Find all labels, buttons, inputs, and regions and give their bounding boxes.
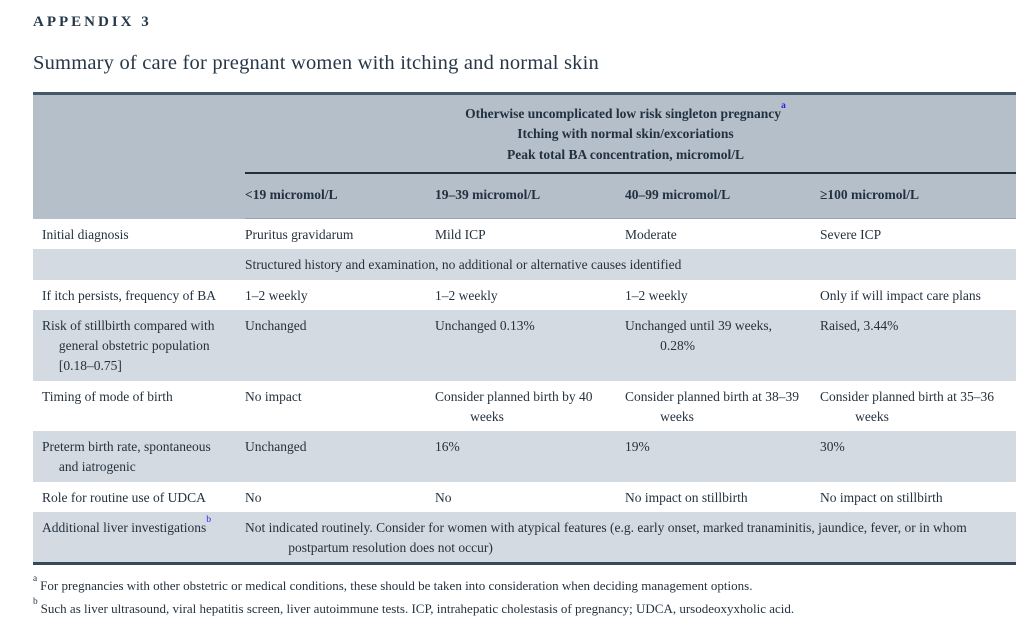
table-cell: Unchanged 0.13% — [435, 317, 535, 333]
table-cell: No impact on stillbirth — [820, 489, 943, 505]
table-row-itch-persists: If itch persists, frequency of BA 1–2 we… — [33, 279, 1016, 310]
table-cell: No — [435, 489, 452, 505]
table-row-stillbirth-risk: Risk of stillbirth compared with general… — [33, 309, 1016, 381]
spanning-header-line3: Peak total BA concentration, micromol/L — [506, 146, 745, 162]
table-header: Otherwise uncomplicated low risk singlet… — [33, 93, 1016, 219]
summary-of-care-table: Otherwise uncomplicated low risk singlet… — [33, 92, 1016, 566]
table-cell: Pruritus gravidarum — [245, 227, 354, 242]
table-span-cell: Not indicated routinely. Consider for wo… — [245, 519, 967, 555]
row-label: Preterm birth rate, spontaneous and iatr… — [42, 439, 211, 475]
footnote-b: b Such as liver ultrasound, viral hepatit… — [33, 597, 1016, 620]
table-cell: No impact on stillbirth — [625, 489, 748, 505]
table-cell: Only if will impact care plans — [820, 287, 981, 303]
row-label: Additional liver investigationsb — [33, 512, 245, 564]
footnotes: a For pregnancies with other obstetric or… — [33, 574, 1016, 620]
column-header-row: <19 micromol/L 19–39 micromol/L 40–99 mi… — [33, 172, 1016, 219]
row-label — [33, 249, 245, 279]
table-cell: 19% — [625, 439, 650, 454]
header-stub-cell — [33, 93, 245, 219]
table-cell: Mild ICP — [435, 227, 486, 242]
spanning-header-line1: Otherwise uncomplicated low risk singlet… — [245, 101, 1006, 124]
row-label: Timing of mode of birth — [42, 388, 173, 404]
table-row-udca-role: Role for routine use of UDCA No No No im… — [33, 481, 1016, 512]
footnote-a-link[interactable]: a — [781, 100, 786, 112]
footnote-b-text: Such as liver ultrasound, viral hepatiti… — [40, 601, 795, 617]
table-cell: Moderate — [625, 227, 677, 242]
spanning-header-row: Otherwise uncomplicated low risk singlet… — [33, 93, 1016, 219]
row-label-text: Additional liver investigations — [42, 519, 207, 535]
footnote-a-text: For pregnancies with other obstetric or … — [40, 578, 753, 594]
footnote-b-link[interactable]: b — [206, 513, 212, 525]
column-header-gte100: ≥100 micromol/L — [820, 172, 1016, 219]
table-cell: Severe ICP — [820, 227, 882, 242]
table-row-timing-mode-birth: Timing of mode of birth No impact Consid… — [33, 380, 1016, 431]
page-title: Summary of care for pregnant women with … — [33, 52, 599, 74]
document-page: APPENDIX 3 Summary of care for pregnant … — [33, 14, 1016, 620]
table-cell: No — [245, 489, 262, 505]
footnote-a-marker: a — [33, 573, 38, 584]
column-header-40-99: 40–99 micromol/L — [625, 172, 820, 219]
appendix-label: APPENDIX 3 — [33, 14, 152, 30]
column-header-lt19: <19 micromol/L — [245, 172, 435, 219]
table-cell: 1–2 weekly — [245, 287, 308, 303]
table-cell: Unchanged until 39 weeks, 0.28% — [625, 317, 772, 353]
footnote-b-marker: b — [33, 596, 38, 607]
table-cell: Raised, 3.44% — [820, 317, 899, 333]
table-cell: Unchanged — [245, 439, 307, 454]
row-label: Initial diagnosis — [42, 226, 129, 242]
table-cell: Unchanged — [245, 317, 307, 333]
table-row-preterm-birth-rate: Preterm birth rate, spontaneous and iatr… — [33, 431, 1016, 482]
footnote-a: a For pregnancies with other obstetric or… — [33, 574, 1016, 597]
table-row-structured-history: Structured history and examination, no a… — [33, 249, 1016, 280]
row-label: Risk of stillbirth compared with general… — [42, 317, 215, 374]
table-cell: Consider planned birth at 35–36 weeks — [820, 388, 994, 424]
table-cell: Consider planned birth at 38–39 weeks — [625, 388, 799, 424]
table-cell: 30% — [820, 439, 845, 454]
spanning-header-cell: Otherwise uncomplicated low risk singlet… — [245, 93, 1016, 174]
table-cell: 1–2 weekly — [435, 287, 498, 303]
row-label: If itch persists, frequency of BA — [42, 287, 216, 303]
table-cell: No impact — [245, 388, 302, 404]
table-row-liver-investigations: Additional liver investigationsb Not ind… — [33, 511, 1016, 564]
spanning-header-line1-text: Otherwise uncomplicated low risk singlet… — [465, 106, 782, 121]
spanning-header-line2: Itching with normal skin/excoriations — [517, 126, 734, 142]
table-cell: 1–2 weekly — [625, 287, 688, 303]
table-cell: Consider planned birth by 40 weeks — [435, 388, 593, 424]
column-header-19-39: 19–39 micromol/L — [435, 172, 625, 219]
row-label: Role for routine use of UDCA — [42, 489, 206, 505]
table-cell: 16% — [435, 439, 460, 454]
table-row-initial-diagnosis: Initial diagnosis Pruritus gravidarum Mi… — [33, 218, 1016, 250]
table-span-cell: Structured history and examination, no a… — [245, 257, 682, 273]
